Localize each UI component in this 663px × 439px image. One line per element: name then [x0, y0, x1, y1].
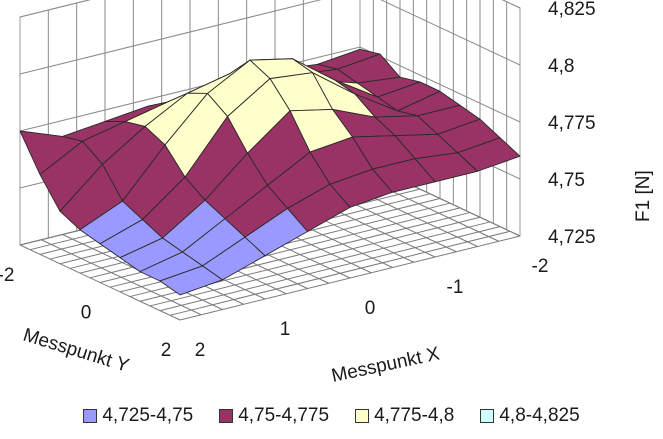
surface-plot: [19, 48, 521, 296]
legend-label: 4,775-4,8: [374, 405, 455, 426]
z-tick-label: 4,8: [548, 56, 574, 77]
y-tick-label: -2: [0, 265, 14, 286]
x-tick-label: -1: [447, 277, 464, 298]
x-tick-label: -2: [532, 256, 549, 277]
y-tick-label: 0: [81, 303, 92, 324]
z-tick-label: 4,725: [548, 227, 596, 248]
surface-patch: [159, 265, 223, 296]
legend-item: 4,75-4,775: [219, 405, 329, 427]
legend-swatch: [355, 409, 370, 423]
y-tick-label: 2: [161, 340, 172, 361]
legend-swatch: [219, 409, 234, 423]
legend-label: 4,725-4,75: [102, 405, 194, 426]
legend-item: 4,8-4,825: [480, 405, 580, 427]
legend-label: 4,8-4,825: [499, 405, 580, 426]
x-tick-label: 0: [365, 298, 376, 319]
x-axis-title: Messpunkt X: [330, 343, 442, 386]
z-tick-label: 4,825: [548, 0, 596, 20]
surface-chart: 4,725 4,75 4,775 4,8 4,825 2 1 0 -1 -2 -2 0 2 Messpu…: [0, 0, 654, 387]
legend-item: 4,775-4,8: [355, 405, 454, 427]
x-tick-label: 2: [195, 340, 206, 361]
legend-swatch: [480, 409, 495, 423]
z-tick-label: 4,75: [548, 170, 585, 191]
legend-swatch: [83, 409, 98, 423]
legend: 4,725-4,75 4,75-4,775 4,775-4,8 4,8-4,825: [0, 401, 663, 431]
x-tick-label: 1: [280, 319, 291, 340]
y-axis-title: Messpunkt Y: [21, 325, 132, 377]
legend-item: 4,725-4,75: [83, 405, 193, 427]
legend-label: 4,75-4,775: [238, 405, 330, 426]
z-axis-title: F1 [N]: [633, 170, 654, 222]
axis-ticks: 4,725 4,75 4,775 4,8 4,825 2 1 0 -1 -2 -2 0 2: [0, 0, 596, 361]
z-tick-label: 4,775: [548, 113, 596, 134]
